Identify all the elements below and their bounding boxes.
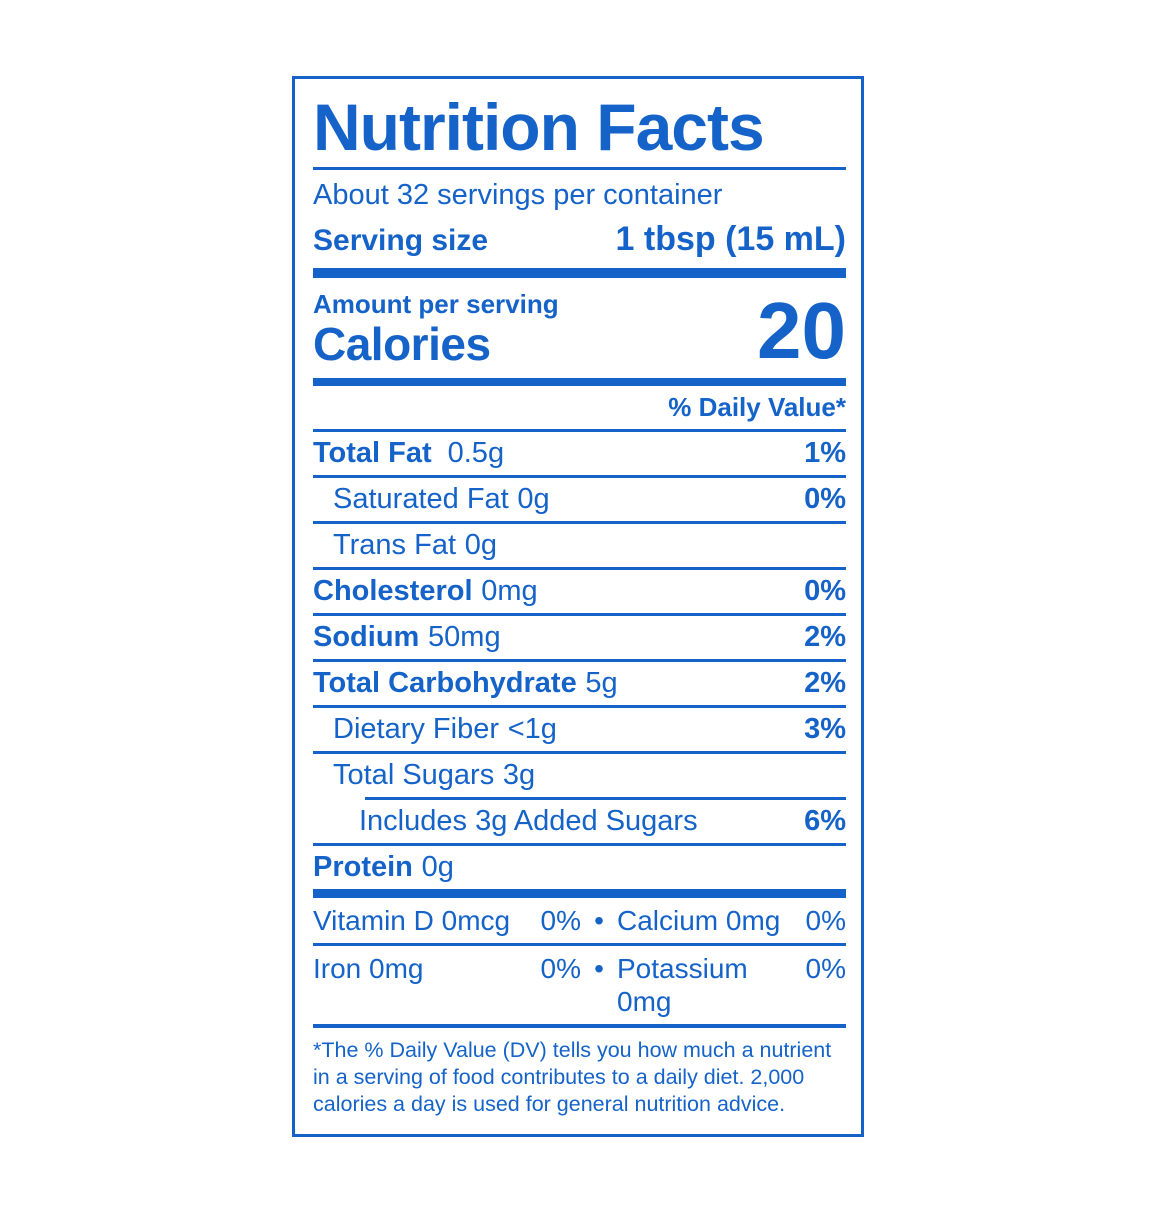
servings-per-container: About 32 servings per container	[313, 179, 723, 211]
nutrient-row-total-carbohydrate: Total Carbohydrate 5g 2%	[313, 662, 846, 705]
divider	[313, 613, 846, 616]
nutrient-name-amount: Sodium 50mg	[313, 621, 501, 653]
nutrient-name-amount: Total Sugars 3g	[333, 759, 536, 791]
micronutrient-row-iron-potassium: Iron 0mg 0% • Potassium 0mg 0%	[313, 946, 846, 1024]
divider	[313, 521, 846, 524]
micro-right-dv: 0%	[805, 953, 846, 984]
label-title: Nutrition Facts	[313, 90, 765, 164]
nutrient-row-total-fat: Total Fat 0.5g 1%	[313, 432, 846, 475]
thick-bar-top	[313, 268, 846, 278]
micronutrient-row-vitamin-d-calcium: Vitamin D 0mcg 0% • Calcium 0mg 0%	[313, 898, 846, 943]
nutrient-dv: 3%	[804, 713, 846, 745]
bullet-separator: •	[594, 953, 604, 984]
calories-section: Amount per serving Calories 20	[313, 278, 846, 378]
divider	[313, 705, 846, 708]
divider	[313, 429, 846, 432]
divider	[313, 567, 846, 570]
nutrient-row-saturated-fat: Saturated Fat 0g 0%	[313, 478, 846, 521]
nutrient-name-amount: Includes 3g Added Sugars	[359, 805, 698, 837]
nutrient-name-amount: Saturated Fat 0g	[333, 483, 550, 515]
nutrient-name-amount: Total Fat 0.5g	[313, 437, 505, 469]
amount-per-serving-label: Amount per serving	[313, 289, 559, 319]
thick-bar-calories	[313, 378, 846, 386]
divider-above-footnote	[313, 1024, 846, 1028]
serving-size-label: Serving size	[313, 224, 489, 257]
micro-right-dv: 0%	[805, 905, 846, 936]
calories-left-column: Amount per serving Calories	[313, 288, 559, 368]
nutrient-row-cholesterol: Cholesterol 0mg 0%	[313, 570, 846, 613]
nutrient-dv: 6%	[804, 805, 846, 837]
nutrient-dv: 1%	[804, 437, 846, 469]
thick-bar-micronutrients	[313, 889, 846, 898]
micro-left-name: Iron 0mg	[313, 953, 424, 984]
nutrient-row-trans-fat: Trans Fat 0g	[313, 524, 846, 567]
bullet-separator: •	[594, 905, 604, 936]
nutrient-row-added-sugars: Includes 3g Added Sugars 6%	[313, 800, 846, 843]
nutrient-name-amount: Total Carbohydrate 5g	[313, 667, 618, 699]
daily-value-header: % Daily Value*	[668, 392, 846, 422]
calories-label: Calories	[313, 318, 491, 370]
divider-indented	[365, 797, 846, 800]
divider	[313, 843, 846, 846]
divider-under-title	[313, 167, 846, 170]
nutrient-name-amount: Cholesterol 0mg	[313, 575, 538, 607]
micro-left-name: Vitamin D 0mcg	[313, 905, 511, 936]
serving-size-value: 1 tbsp (15 mL)	[615, 220, 846, 258]
nutrient-row-protein: Protein 0g	[313, 846, 846, 889]
nutrient-dv: 0%	[804, 483, 846, 515]
divider	[313, 751, 846, 754]
micro-right-name: Potassium 0mg	[617, 953, 748, 1017]
nutrient-row-sodium: Sodium 50mg 2%	[313, 616, 846, 659]
nutrient-row-total-sugars: Total Sugars 3g	[313, 754, 846, 797]
micro-right-name: Calcium 0mg	[617, 905, 781, 936]
nutrient-dv: 2%	[804, 667, 846, 699]
micro-left-dv: 0%	[540, 953, 581, 984]
nutrient-dv: 2%	[804, 621, 846, 653]
serving-size-row: Serving size 1 tbsp (15 mL)	[313, 220, 846, 259]
nutrient-dv: 0%	[804, 575, 846, 607]
nutrient-name-amount: Protein 0g	[313, 851, 454, 883]
calories-value: 20	[757, 286, 846, 375]
nutrient-row-dietary-fiber: Dietary Fiber <1g 3%	[313, 708, 846, 751]
divider	[313, 943, 846, 946]
nutrition-facts-label: Nutrition Facts About 32 servings per co…	[292, 76, 864, 1137]
nutrient-name-amount: Trans Fat 0g	[333, 529, 497, 561]
micro-left-dv: 0%	[540, 905, 581, 936]
divider	[313, 659, 846, 662]
daily-value-footnote: *The % Daily Value (DV) tells you how mu…	[313, 1038, 832, 1116]
nutrient-name-amount: Dietary Fiber <1g	[333, 713, 557, 745]
divider	[313, 475, 846, 478]
